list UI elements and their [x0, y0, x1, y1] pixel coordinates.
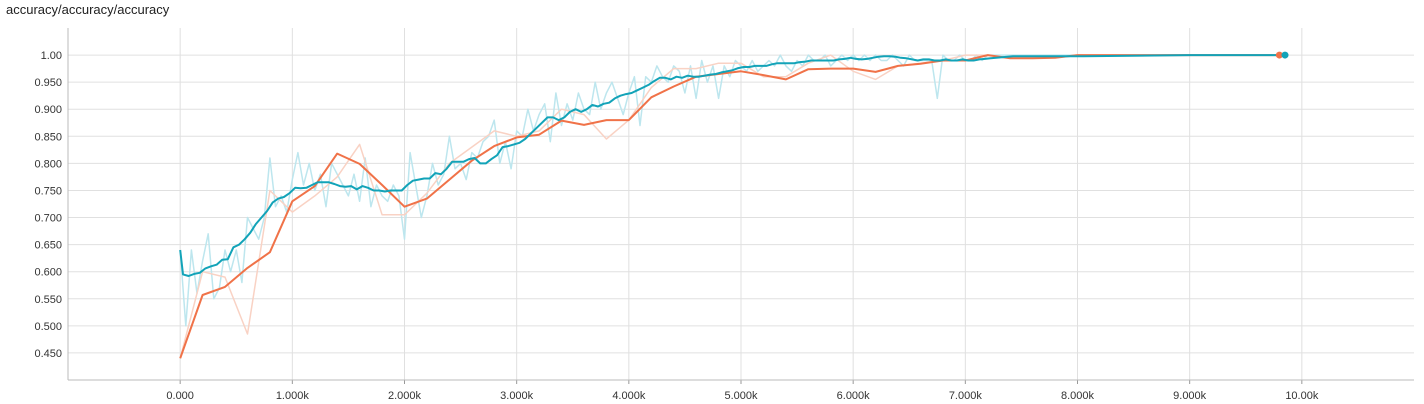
x-tick-label: 6.000k: [837, 390, 871, 402]
x-tick-label: 4.000k: [612, 390, 646, 402]
y-tick-label: 0.800: [34, 158, 62, 170]
axes: [67, 28, 1414, 384]
series-0-raw-line: [179, 54, 1084, 327]
y-tick-label: 0.650: [34, 240, 62, 252]
y-tick-label: 0.700: [34, 213, 62, 225]
y-tick-label: 0.750: [34, 185, 62, 197]
series-1-raw-line: [179, 54, 1123, 359]
series-lines: [179, 51, 1289, 359]
x-tick-label: 8.000k: [1061, 390, 1095, 402]
y-tick-label: 0.900: [34, 104, 62, 116]
x-tick-labels: 0.000 1.000k 2.000k 3.000k 4.000k 5.000k 6.000…: [166, 390, 1318, 402]
series-1-smoothed-line: [179, 54, 1280, 359]
x-tick-label: 2.000k: [388, 390, 422, 402]
y-tick-label: 0.950: [34, 77, 62, 89]
y-tick-label: 0.450: [34, 348, 62, 360]
x-tick-label: 1.000k: [276, 390, 310, 402]
series-0-smoothed-line: [179, 54, 1285, 277]
y-tick-label: 0.550: [34, 294, 62, 306]
y-tick-label: 1.00: [41, 50, 62, 62]
grid-lines: [68, 28, 1414, 380]
x-tick-label: 5.000k: [724, 390, 758, 402]
chart-title: accuracy/accuracy/accuracy: [6, 2, 170, 17]
x-tick-label: 7.000k: [949, 390, 983, 402]
y-tick-label: 0.600: [34, 267, 62, 279]
y-tick-labels: 0.450 0.500 0.550 0.600 0.650 0.700 0.750 0.800…: [34, 50, 62, 360]
x-tick-label: 0.000: [166, 390, 194, 402]
x-tick-label: 10.00k: [1285, 390, 1319, 402]
series-1-endpoint: [1275, 51, 1283, 59]
x-tick-label: 3.000k: [500, 390, 534, 402]
y-tick-label: 0.850: [34, 131, 62, 143]
series-0-endpoint: [1281, 51, 1289, 59]
x-tick-label: 9.000k: [1173, 390, 1207, 402]
y-tick-label: 0.500: [34, 321, 62, 333]
